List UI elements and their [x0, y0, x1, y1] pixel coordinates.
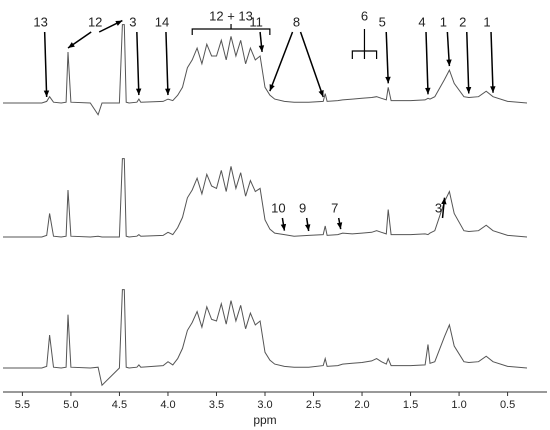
annotation-label: 6 — [361, 8, 368, 23]
arrow-head — [135, 88, 142, 96]
annotation-arrow — [269, 31, 294, 92]
spectrum — [3, 24, 528, 116]
annotation-arrow — [165, 31, 169, 96]
arrow-head — [258, 45, 265, 52]
x-tick-label: 2.0 — [354, 399, 369, 411]
x-tick-label: 2.5 — [306, 399, 321, 411]
annotation-label: 12 — [88, 14, 102, 29]
x-tick-label: 1.0 — [451, 399, 466, 411]
annotation-label: 11 — [249, 14, 263, 29]
annotation-label: 14 — [155, 14, 169, 29]
arrow-head — [318, 90, 324, 97]
annotation-label: 7 — [331, 200, 338, 215]
arrow-head — [68, 42, 75, 49]
arrow-head — [280, 223, 287, 231]
x-tick-label: 4.0 — [160, 399, 175, 411]
arrow-head — [385, 76, 391, 84]
annotation-arrow — [490, 31, 494, 93]
annotation-arrow — [43, 31, 48, 98]
annotation-arrow — [466, 31, 470, 94]
spectrum — [3, 158, 528, 238]
spectrum — [3, 289, 528, 387]
arrow-head — [304, 224, 311, 231]
annotation-label: 1 — [483, 14, 490, 29]
annotation-label: 8 — [293, 14, 300, 29]
annotation-label: 3 — [129, 14, 136, 29]
annotation-arrow — [136, 31, 140, 96]
x-tick-label: 3.0 — [257, 399, 272, 411]
arrow-head — [165, 88, 171, 96]
annotation-arrow — [299, 31, 324, 98]
x-tick-label: 1.5 — [403, 399, 418, 411]
arrow-head — [43, 90, 50, 97]
arrow-head — [490, 86, 496, 93]
annotation-bracket — [191, 24, 271, 35]
x-tick-label: 5.0 — [63, 399, 78, 411]
x-tick-label: 5.5 — [15, 399, 30, 411]
arrow-head — [115, 20, 123, 26]
annotation-label: 5 — [379, 14, 386, 29]
arrow-head — [269, 84, 275, 92]
arrow-head — [425, 87, 431, 95]
arrow-head — [446, 59, 452, 67]
annotation-arrow — [385, 31, 389, 84]
x-axis-label: ppm — [253, 413, 276, 427]
x-tick-label: 0.5 — [500, 399, 515, 411]
annotation-label: 3 — [435, 200, 442, 215]
annotation-bracket — [351, 29, 378, 59]
annotation-label: 1 — [440, 14, 447, 29]
annotation-label: 4 — [418, 14, 425, 29]
annotation-arrow — [425, 31, 429, 95]
annotation-label: 13 — [33, 14, 47, 29]
annotation-label: 2 — [459, 14, 466, 29]
annotation-label: 10 — [271, 200, 285, 215]
arrow-head — [441, 197, 447, 205]
arrow-head — [336, 222, 343, 230]
annotation-label: 9 — [299, 200, 306, 215]
x-tick-label: 4.5 — [112, 399, 127, 411]
x-tick-label: 3.5 — [209, 399, 224, 411]
annotation-label: 12 + 13 — [209, 8, 253, 23]
arrow-head — [465, 86, 472, 94]
